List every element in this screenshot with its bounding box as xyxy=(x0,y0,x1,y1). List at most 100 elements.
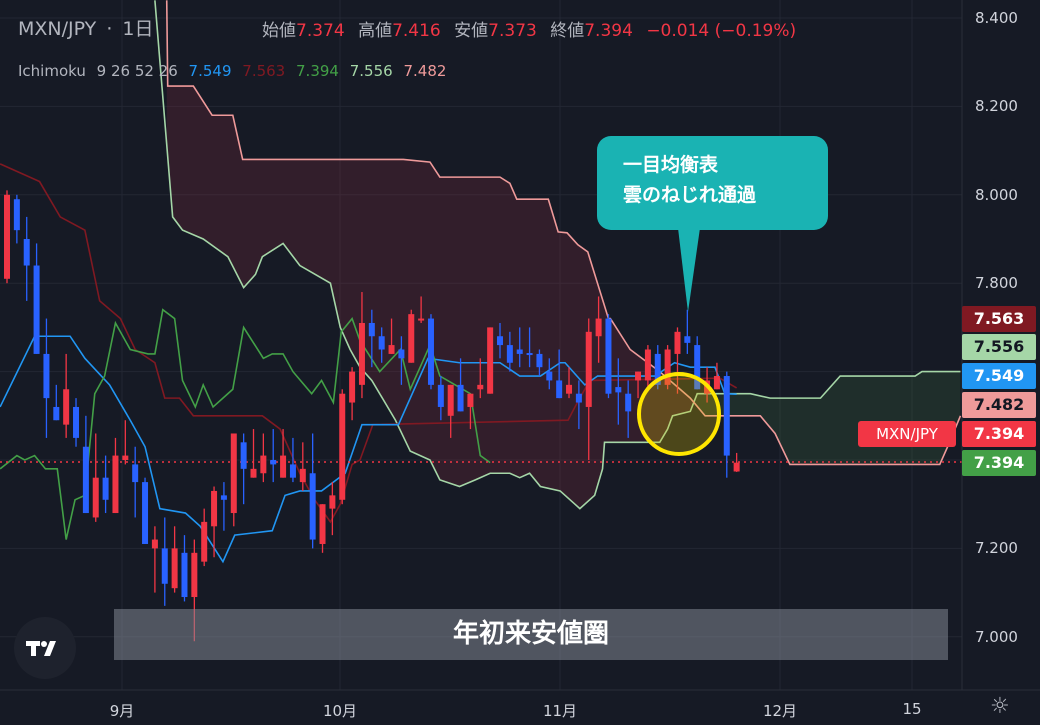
candle-body xyxy=(408,314,415,363)
candle xyxy=(33,243,40,354)
candle xyxy=(151,526,158,593)
candle-body xyxy=(211,490,218,527)
candle xyxy=(4,190,10,284)
price-tag: 7.482 xyxy=(962,392,1036,418)
candle-body xyxy=(398,349,405,359)
candle xyxy=(644,345,651,390)
candle xyxy=(506,331,513,372)
candle-body xyxy=(13,199,20,231)
candle-body xyxy=(151,539,158,549)
candle-body xyxy=(329,495,336,509)
candle-body xyxy=(477,384,484,390)
low-label: 安値 xyxy=(454,21,489,41)
candle xyxy=(418,296,425,323)
candle xyxy=(349,367,356,421)
candle-body xyxy=(497,336,503,346)
candle-body xyxy=(674,331,681,354)
candle xyxy=(664,345,671,390)
candle-body xyxy=(713,376,720,390)
price-tick-label: 8.000 xyxy=(975,185,1018,204)
candle xyxy=(63,353,70,438)
candle-body xyxy=(250,468,257,478)
candle-body xyxy=(73,406,80,438)
candle xyxy=(378,327,385,363)
kijun-line xyxy=(0,163,738,524)
price-tag: 7.549 xyxy=(962,363,1036,389)
candle xyxy=(457,358,464,412)
price-tag: 7.394 xyxy=(962,450,1036,476)
senkou-b-line xyxy=(165,0,962,466)
candle xyxy=(181,535,188,602)
candle xyxy=(546,358,553,390)
indicator-legend[interactable]: Ichimoku 9 26 52 26 7.549 7.563 7.394 7.… xyxy=(18,62,452,80)
candle xyxy=(240,433,247,505)
callout-line-2: 雲のねじれ通過 xyxy=(623,184,757,206)
time-tick-label: 10月 xyxy=(322,702,358,720)
candle-body xyxy=(171,548,178,589)
highlight-circle xyxy=(637,372,721,456)
candle xyxy=(575,380,582,430)
candle xyxy=(605,314,612,399)
candle-body xyxy=(437,384,444,407)
candle-body xyxy=(368,322,375,337)
time-tick-label: 12月 xyxy=(762,702,798,720)
candle-body xyxy=(63,389,70,425)
candle-body xyxy=(615,387,622,393)
interval[interactable]: 1日 xyxy=(122,18,154,40)
candle xyxy=(329,482,336,536)
candle xyxy=(447,384,454,438)
senkou-a-line xyxy=(154,0,961,510)
callout-bubble: 一目均衡表 雲のねじれ通過 xyxy=(597,136,828,230)
symbol-title[interactable]: MXN/JPY · 1日 xyxy=(18,14,158,41)
candle xyxy=(142,477,149,544)
candle xyxy=(388,318,395,354)
candles xyxy=(4,190,740,642)
candle xyxy=(713,362,720,390)
symbol-price-tag: MXN/JPY xyxy=(858,421,956,447)
senkou-a-value: 7.556 xyxy=(349,62,393,80)
chikou-value: 7.394 xyxy=(296,62,339,80)
candle xyxy=(280,429,287,478)
candle-body xyxy=(625,393,632,412)
candle-body xyxy=(546,371,553,381)
ohlc-legend: 始値7.374 高値7.416 安値7.373 終値7.394 −0.014 (… xyxy=(262,16,804,41)
candle-body xyxy=(644,349,651,381)
price-tick-label: 7.800 xyxy=(975,274,1018,293)
candle xyxy=(674,327,681,394)
candle xyxy=(595,296,602,363)
kijun-value: 7.563 xyxy=(242,62,286,80)
candle-body xyxy=(378,336,385,350)
tradingview-logo[interactable] xyxy=(14,617,76,679)
candle-body xyxy=(457,384,464,412)
candle xyxy=(497,322,503,359)
candle xyxy=(230,433,237,527)
tradingview-logo-icon xyxy=(26,641,56,656)
candle xyxy=(358,292,365,399)
candle xyxy=(220,482,227,531)
candle-body xyxy=(536,353,543,368)
candle xyxy=(437,376,444,421)
candle-body xyxy=(289,464,296,478)
candle-body xyxy=(280,455,287,478)
candle xyxy=(112,437,119,514)
candle xyxy=(566,367,573,399)
low-value: 7.373 xyxy=(488,21,537,41)
candle-body xyxy=(43,353,50,399)
candle-body xyxy=(92,477,99,518)
candle xyxy=(368,309,375,368)
candle-body xyxy=(4,194,10,279)
price-tick-label: 7.200 xyxy=(975,539,1018,558)
candle xyxy=(516,327,523,368)
candle xyxy=(289,437,296,483)
settings-gear-icon[interactable]: ☼ xyxy=(990,694,1010,719)
callout-line-1: 一目均衡表 xyxy=(623,154,719,176)
candle xyxy=(723,371,730,478)
candle-body xyxy=(240,442,247,469)
high-value: 7.416 xyxy=(392,21,441,41)
symbol-name: MXN/JPY xyxy=(18,18,97,40)
candle-body xyxy=(122,455,129,460)
candle xyxy=(53,384,60,421)
candle-body xyxy=(33,265,40,354)
candle-body xyxy=(161,548,168,584)
price-tag: 7.394 xyxy=(962,421,1036,447)
